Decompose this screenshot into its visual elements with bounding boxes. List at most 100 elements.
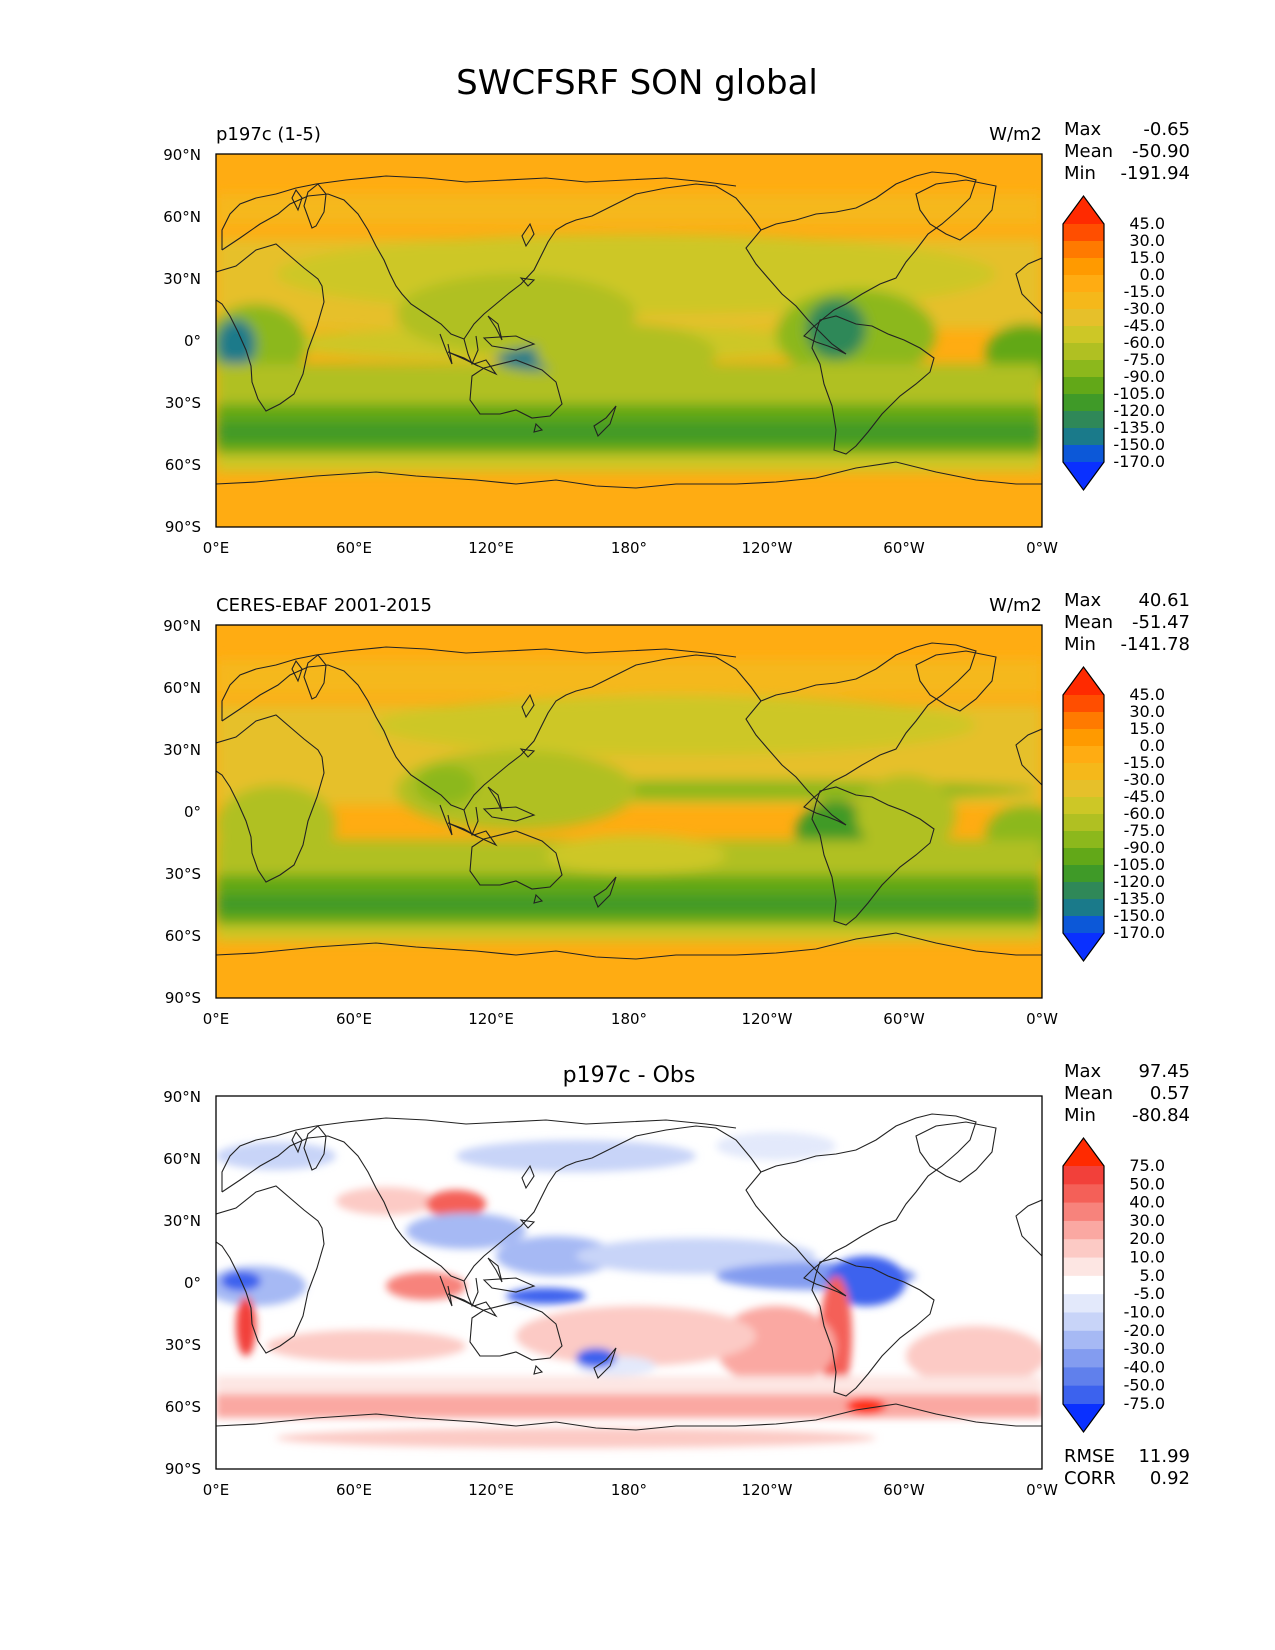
colorbar-segment [1063,1202,1104,1222]
colorbar-segment [1063,780,1104,798]
colorbar-level: -5.0 [1134,1284,1165,1303]
stat-mean-value: 0.57 [1150,1083,1190,1104]
colorbar-extend-min [1063,1404,1104,1432]
colorbar-extend-min [1063,462,1104,490]
colorbar-segment [1063,1385,1104,1405]
colorbar-level: -45.0 [1124,787,1165,806]
x-tick: 180° [611,539,647,557]
units-label: W/m2 [989,124,1042,145]
colorbar-segment [1063,1166,1104,1185]
colorbar-level: -135.0 [1113,889,1165,908]
x-tick: 0°W [1026,1481,1058,1499]
colorbar-segment [1063,275,1104,293]
colorbar-level: -30.0 [1124,1339,1165,1358]
colorbar-level: -60.0 [1124,804,1165,823]
colorbar-level: 15.0 [1129,248,1165,267]
colorbar-level: -30.0 [1124,770,1165,789]
stat-max-label: Max [1064,119,1102,140]
colorbar-level: -75.0 [1124,350,1165,369]
colorbar-level: 5.0 [1140,1266,1165,1285]
y-tick: 90°S [165,989,201,1007]
x-tick: 180° [611,1010,647,1028]
x-tick: 60°E [336,539,372,557]
x-tick: 120°W [742,1481,793,1499]
stat-corr-value: 0.92 [1150,1468,1190,1489]
y-tick: 90°N [163,617,201,635]
x-tick: 0°W [1026,1010,1058,1028]
colorbar-segment [1063,848,1104,866]
y-tick: 0° [184,332,201,350]
colorbar-segment [1063,695,1104,713]
colorbar-level: 0.0 [1140,265,1165,284]
x-tick: 60°E [336,1010,372,1028]
colorbar-level: -120.0 [1113,872,1165,891]
stat-mean-label: Mean [1064,1083,1113,1104]
colorbar-extend-max [1063,667,1104,695]
colorbar-level: -135.0 [1113,418,1165,437]
x-axis: 0°E 60°E 120°E 180° 120°W 60°W 0°W [203,1481,1058,1499]
colorbar-level: -50.0 [1124,1376,1165,1395]
x-tick: 120°E [468,1010,514,1028]
colorbar-level: -20.0 [1124,1321,1165,1340]
y-tick: 60°S [165,1398,201,1416]
colorbar-level: -75.0 [1124,821,1165,840]
colorbar-level: 10.0 [1129,1248,1165,1267]
colorbar-level: -75.0 [1124,1394,1165,1413]
panel-label: p197c (1-5) [216,124,321,145]
x-tick: 120°W [742,1010,793,1028]
colorbar-segment [1063,865,1104,883]
colorbar-level: -90.0 [1124,838,1165,857]
y-tick: 90°S [165,518,201,536]
colorbar-outline [1062,665,1105,963]
colorbar-segment [1063,241,1104,259]
y-tick: 90°S [165,1460,201,1478]
colorbar-segment [1063,360,1104,378]
map-field [216,1096,1042,1469]
colorbar-level: 30.0 [1129,1211,1165,1230]
y-axis: 90°N 60°N 30°N 0° 30°S 60°S 90°S [163,1088,201,1478]
colorbar-segment [1063,428,1104,446]
colorbar-level: 50.0 [1129,1174,1165,1193]
stat-max-label: Max [1064,1061,1102,1082]
colorbar-segment [1063,882,1104,900]
stat-mean-value: -50.90 [1132,141,1190,162]
y-tick: 30°N [163,270,201,288]
colorbar-level: -30.0 [1124,299,1165,318]
colorbar-level: -170.0 [1113,452,1165,471]
x-tick: 120°E [468,1481,514,1499]
x-tick: 60°W [883,1481,925,1499]
stat-min-label: Min [1064,1105,1096,1126]
map-field [216,625,1042,998]
colorbar-segment [1063,309,1104,327]
colorbar-level: -105.0 [1113,384,1165,403]
panel-title: p197c - Obs [563,1063,696,1088]
colorbar-level: 75.0 [1129,1156,1165,1175]
colorbar-segment [1063,326,1104,344]
colorbar-segment [1063,1220,1104,1240]
y-tick: 90°N [163,1088,201,1106]
colorbar-level: 45.0 [1129,214,1165,233]
colorbar-segment [1063,814,1104,832]
colorbar-segment [1063,746,1104,764]
x-tick: 0°E [203,1010,230,1028]
y-axis: 90°N 60°N 30°N 0° 30°S 60°S 90°S [163,146,201,536]
colorbar-level: -10.0 [1124,1302,1165,1321]
x-tick: 0°E [203,539,230,557]
colorbar-level: 30.0 [1129,702,1165,721]
x-tick: 60°E [336,1481,372,1499]
colorbar-level: -90.0 [1124,367,1165,386]
colorbar-segment [1063,1349,1104,1368]
colorbar-segment [1063,1367,1104,1387]
colorbar-extend-max [1063,1138,1104,1166]
colorbar-segment [1063,394,1104,412]
panel-observation: CERES-EBAF 2001-2015 W/m2 [163,590,1190,1028]
colorbar-level: 0.0 [1140,736,1165,755]
colorbar-level: -120.0 [1113,401,1165,420]
colorbar-segment [1063,1239,1104,1259]
colorbar-outline [1062,194,1105,492]
colorbar-segment [1063,1294,1104,1314]
stat-min-value: -191.94 [1121,163,1190,184]
x-tick: 180° [611,1481,647,1499]
colorbar-segment [1063,411,1104,429]
colorbar-segment [1063,797,1104,815]
